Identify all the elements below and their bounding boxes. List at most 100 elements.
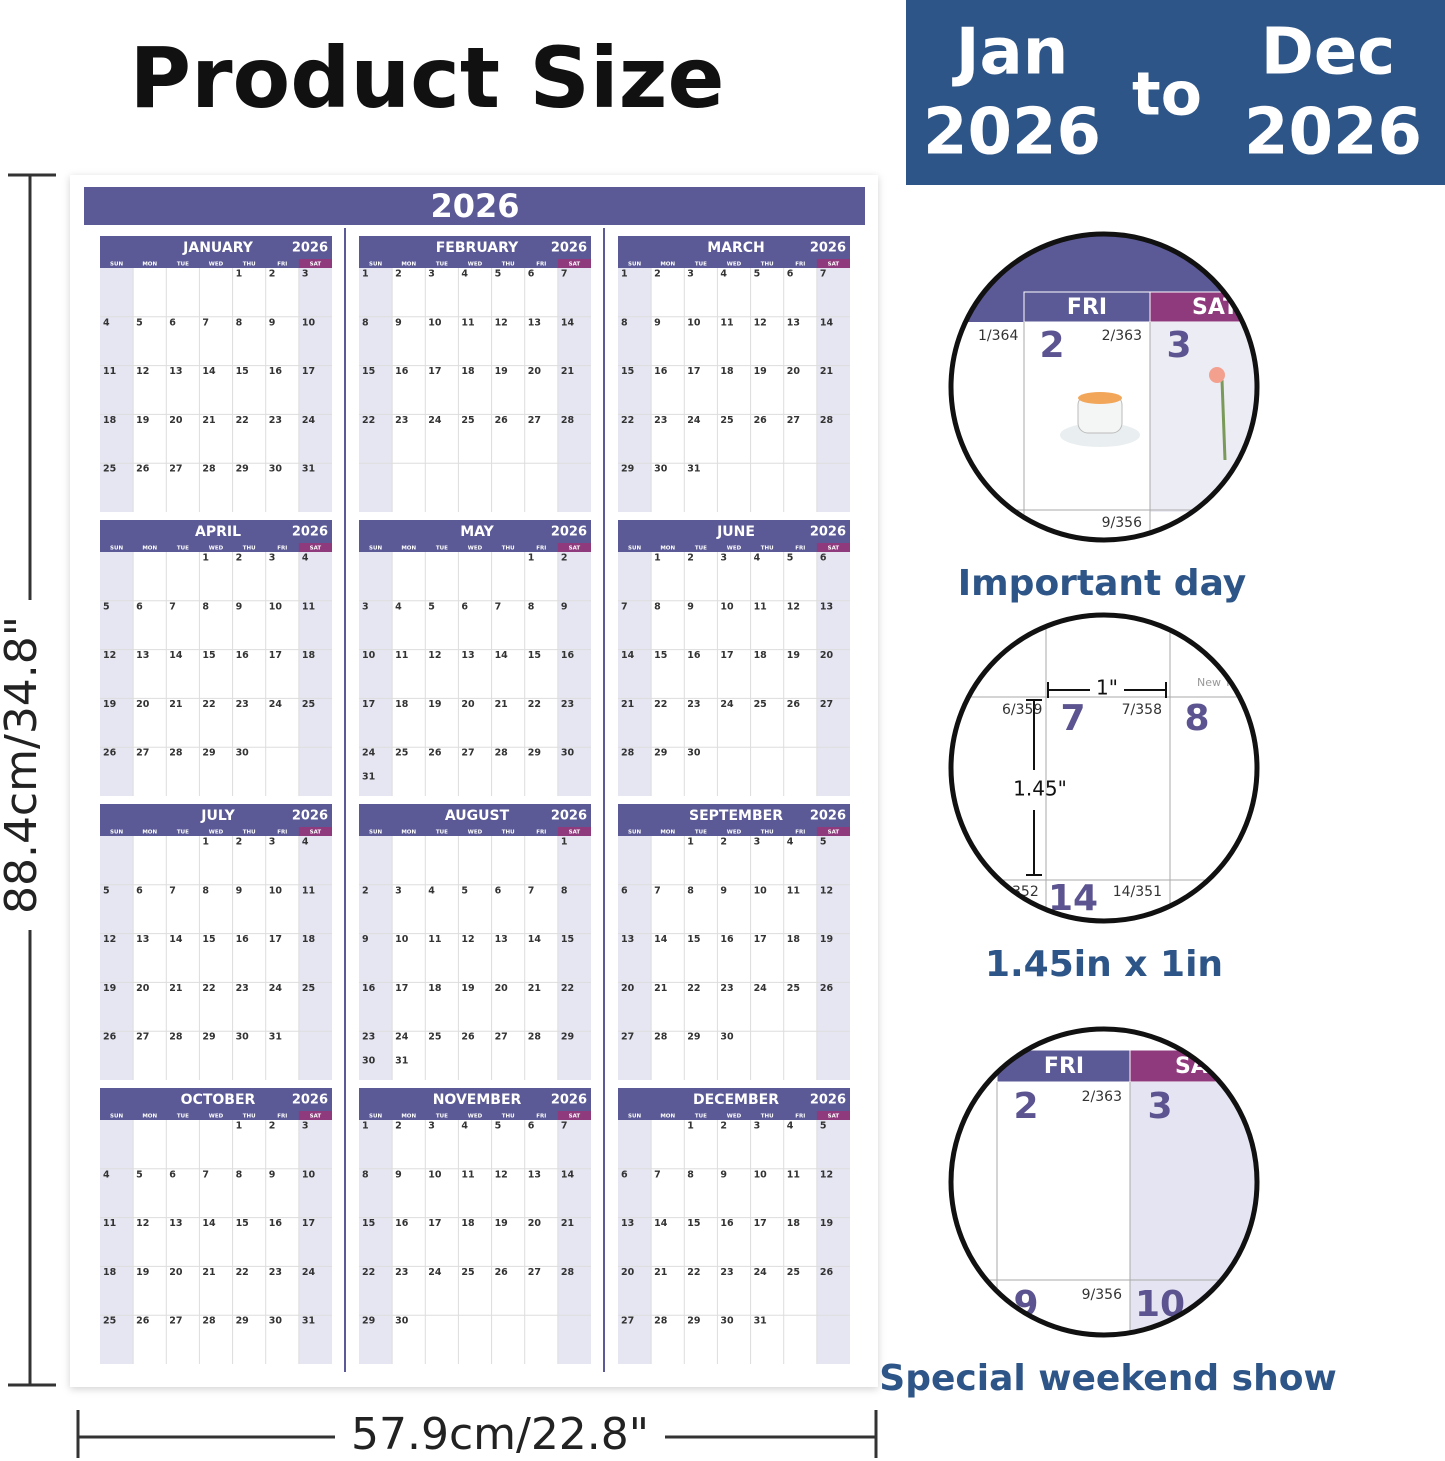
- zoom-caption: 1.45in x 1in: [985, 944, 1223, 985]
- day-number: 23: [561, 699, 574, 710]
- weekday: SAT: [310, 262, 322, 268]
- weekday: SAT: [310, 830, 322, 836]
- day-number: 7: [169, 601, 176, 612]
- weekend-column: [359, 552, 393, 796]
- day-number: 10: [302, 317, 316, 328]
- day-number: 6: [169, 1169, 176, 1180]
- day-number: 17: [754, 934, 767, 945]
- day-number: 29: [687, 1316, 700, 1327]
- weekday: TUE: [695, 1114, 707, 1120]
- weekend-column: [359, 1120, 393, 1364]
- day-number: 3: [428, 269, 435, 280]
- day-number: 5: [103, 885, 110, 896]
- month-year: 2026: [551, 525, 587, 540]
- month-name: MARCH: [707, 240, 765, 256]
- day-number: 2: [654, 269, 661, 280]
- day-number: 22: [362, 1267, 375, 1278]
- day-number: 11: [103, 1218, 116, 1229]
- day-number: 11: [461, 1169, 474, 1180]
- weekday: TUE: [695, 546, 707, 552]
- day-number: 21: [169, 699, 182, 710]
- poster-bg: [70, 175, 878, 1387]
- day-number: 10: [302, 1169, 316, 1180]
- day-number: 12: [820, 1169, 833, 1180]
- day-number: 10: [687, 317, 701, 328]
- weekday-strip: [359, 1111, 591, 1120]
- day-number: 19: [428, 699, 441, 710]
- weekday: SUN: [628, 262, 641, 268]
- day-number: 27: [787, 415, 800, 426]
- weekday: FRI: [536, 1114, 546, 1120]
- day-number: 19: [754, 366, 767, 377]
- day-number: 13: [528, 317, 541, 328]
- day-number: 1: [687, 1121, 694, 1132]
- day-number: 15: [528, 650, 541, 661]
- day-number: 18: [395, 699, 409, 710]
- month-header: [618, 804, 850, 827]
- weekday: FRI: [277, 546, 287, 552]
- day-number: 23: [269, 415, 282, 426]
- day-number: 9: [236, 601, 243, 612]
- day-number: 23: [654, 415, 667, 426]
- weekend-column: [557, 268, 591, 512]
- day-number: 25: [461, 1267, 474, 1278]
- day-number: 21: [561, 366, 574, 377]
- day-number: 24: [428, 1267, 442, 1278]
- month-year: 2026: [292, 1093, 328, 1108]
- day-number: 30: [395, 1316, 409, 1327]
- day-number: 7: [654, 885, 661, 896]
- day-number: 26: [495, 1267, 509, 1278]
- day-number: 25: [461, 415, 474, 426]
- weekday-strip: [557, 827, 591, 836]
- weekend-column: [298, 1120, 332, 1364]
- day-number: 22: [687, 983, 700, 994]
- day-number: 22: [528, 699, 541, 710]
- day-number: 30: [720, 1032, 734, 1043]
- day-number: 19: [136, 1267, 149, 1278]
- day-number: 30: [561, 748, 575, 759]
- weekday: TUE: [436, 830, 448, 836]
- day-number: 7: [561, 269, 568, 280]
- weekend-column: [100, 836, 134, 1080]
- day-number: 16: [236, 934, 250, 945]
- day-number: 29: [621, 464, 634, 475]
- day-number: 20: [621, 983, 635, 994]
- weekday: SUN: [369, 262, 382, 268]
- day-number: 17: [395, 983, 408, 994]
- day-number: 7: [169, 885, 176, 896]
- day-number: 6: [461, 601, 468, 612]
- day-number: 18: [754, 650, 768, 661]
- day-number: 1: [621, 269, 628, 280]
- day-number: 2: [720, 837, 727, 848]
- month-header: [100, 520, 332, 543]
- month-header: [359, 520, 591, 543]
- day-number: 6: [136, 885, 143, 896]
- day-number: 22: [687, 1267, 700, 1278]
- weekday-strip: [298, 1111, 332, 1120]
- day-number: 14: [820, 317, 834, 328]
- month-year: 2026: [292, 525, 328, 540]
- day-number: 21: [528, 983, 541, 994]
- day-number: 14: [561, 317, 575, 328]
- zoom-day: 7: [1060, 698, 1085, 739]
- day-number: 23: [269, 1267, 282, 1278]
- day-number: 3: [269, 553, 276, 564]
- day-number: 1: [236, 1121, 243, 1132]
- day-number: 4: [754, 553, 761, 564]
- weekday: MON: [660, 546, 675, 552]
- weekday: TUE: [436, 262, 448, 268]
- day-number: 31: [302, 464, 315, 475]
- day-number: 14: [621, 650, 635, 661]
- day-number: 16: [362, 983, 376, 994]
- width-dimension: [76, 1410, 878, 1458]
- day-number: 7: [202, 1169, 209, 1180]
- day-number: 27: [495, 1032, 508, 1043]
- day-number: 24: [428, 415, 442, 426]
- day-number: 27: [621, 1316, 634, 1327]
- day-number: 20: [621, 1267, 635, 1278]
- day-number: 28: [621, 748, 635, 759]
- month-year: 2026: [551, 241, 587, 256]
- weekday-strip: [359, 827, 591, 836]
